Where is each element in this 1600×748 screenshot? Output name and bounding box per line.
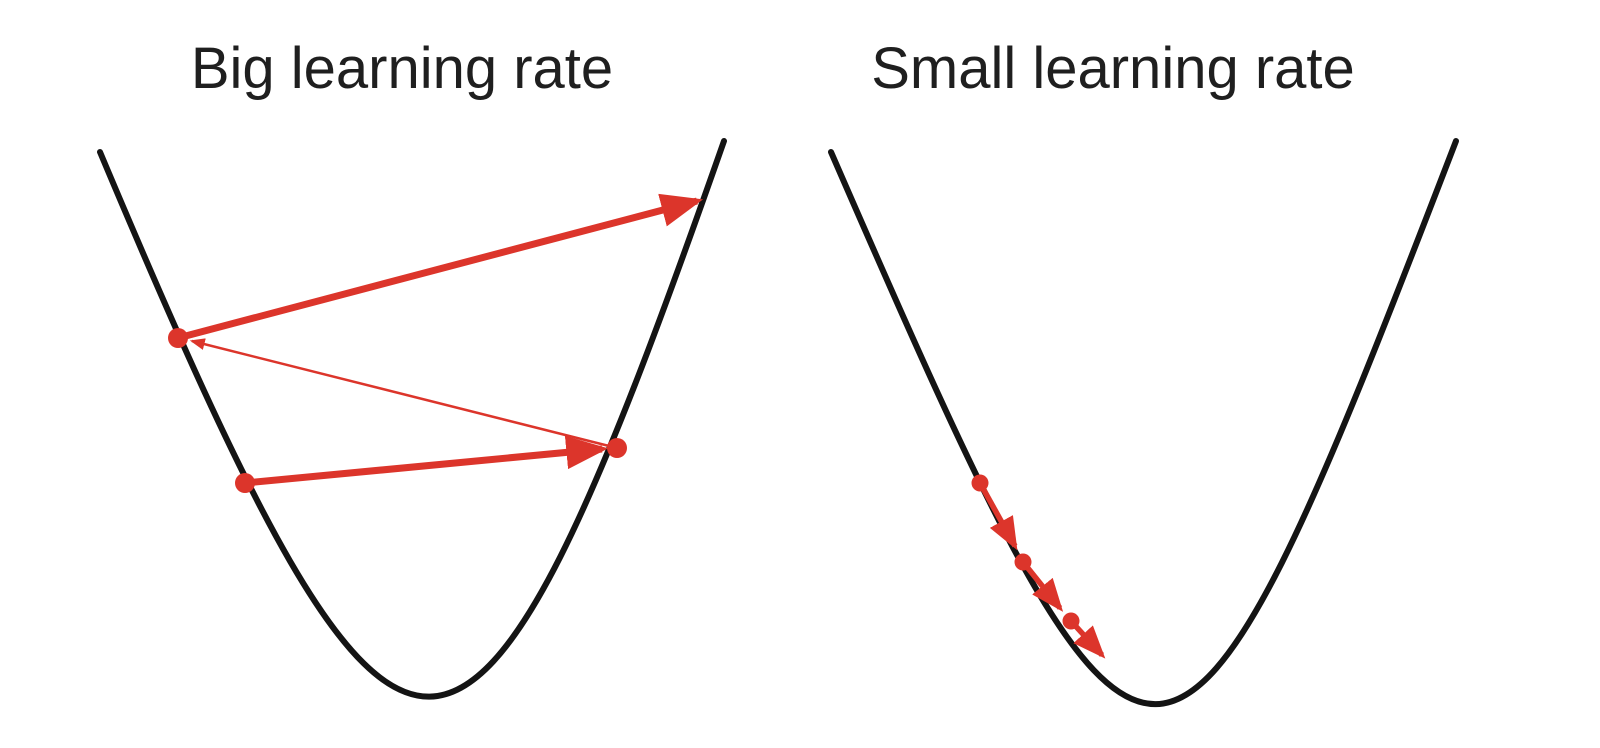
big-lr-loss-curve: [97, 138, 727, 700]
small-lr-parameter-dot-2: [1014, 553, 1032, 571]
panel-big-learning-rate: [97, 138, 727, 700]
big-lr-gradient-step-arrow-3: [177, 193, 704, 342]
big-lr-parameter-dot-2: [607, 438, 627, 458]
panel-title-big-learning-rate: Big learning rate: [191, 36, 613, 101]
big-lr-parameter-dot-1: [235, 473, 255, 493]
panel-small-learning-rate: [828, 138, 1459, 707]
small-lr-loss-curve: [828, 138, 1459, 707]
small-lr-gradient-step-arrow-2: [1020, 560, 1064, 612]
panel-title-small-learning-rate: Small learning rate: [871, 36, 1355, 101]
big-lr-gradient-step-arrow-2: [189, 338, 618, 450]
small-lr-parameter-dot-1: [971, 474, 989, 492]
big-lr-parameter-dot-3: [168, 328, 188, 348]
big-lr-gradient-step-arrow-1: [244, 435, 609, 487]
small-lr-parameter-dot-3: [1062, 612, 1080, 630]
small-lr-gradient-step-arrow-1: [977, 481, 1018, 551]
